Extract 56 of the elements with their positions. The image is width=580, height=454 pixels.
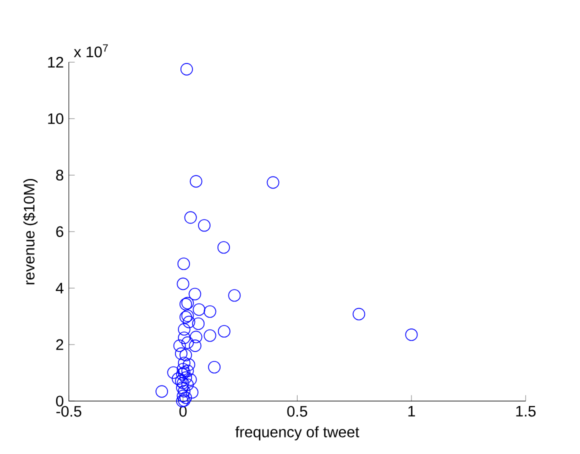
point [181, 336, 194, 349]
x-tick-label: 1.5 [516, 406, 536, 416]
point [178, 356, 190, 370]
y-tick-label: 0 [56, 396, 64, 406]
point [218, 325, 230, 338]
point [192, 317, 205, 330]
point [352, 308, 366, 320]
point [192, 303, 206, 316]
point [174, 347, 188, 360]
point [180, 391, 192, 404]
point [204, 329, 216, 342]
point [176, 362, 190, 376]
point [405, 328, 418, 341]
point [167, 366, 180, 379]
text: x 10$^{7}$ [74, 44, 108, 58]
point [198, 219, 210, 232]
point [180, 62, 193, 76]
point [178, 384, 190, 398]
point [176, 390, 190, 402]
point [177, 258, 190, 270]
y-tick-label: 4 [56, 282, 64, 294]
point [173, 339, 186, 352]
point [178, 323, 190, 336]
point [176, 382, 189, 394]
point [188, 339, 202, 352]
point [208, 360, 221, 374]
point [184, 373, 197, 386]
y-tick-label: 10 [48, 113, 64, 124]
point [190, 330, 202, 344]
point [182, 316, 196, 328]
point [217, 241, 230, 254]
y-tick-label: 8 [56, 170, 64, 180]
point [190, 175, 202, 188]
x-axis-title: frequency of tweet [235, 426, 360, 440]
point [204, 305, 216, 318]
point [188, 288, 202, 300]
point [186, 386, 198, 398]
point [266, 176, 280, 189]
point [181, 364, 194, 377]
point [184, 211, 197, 224]
point [228, 289, 241, 302]
point [180, 348, 192, 362]
y-tick-label: 6 [56, 226, 64, 237]
point [176, 278, 190, 290]
point [156, 385, 168, 398]
point [178, 332, 190, 344]
point [182, 358, 196, 371]
y-axis-title: revenue ($10M) [23, 178, 38, 284]
y-tick-label: 2 [56, 339, 64, 350]
y-tick-label: 12 [48, 56, 64, 68]
x-tick-label: 1 [408, 406, 415, 416]
x-tick-label: 0.5 [287, 406, 308, 417]
x-tick-label: -0.5 [56, 406, 82, 417]
point [172, 372, 184, 385]
point [181, 378, 194, 391]
point [180, 371, 192, 384]
